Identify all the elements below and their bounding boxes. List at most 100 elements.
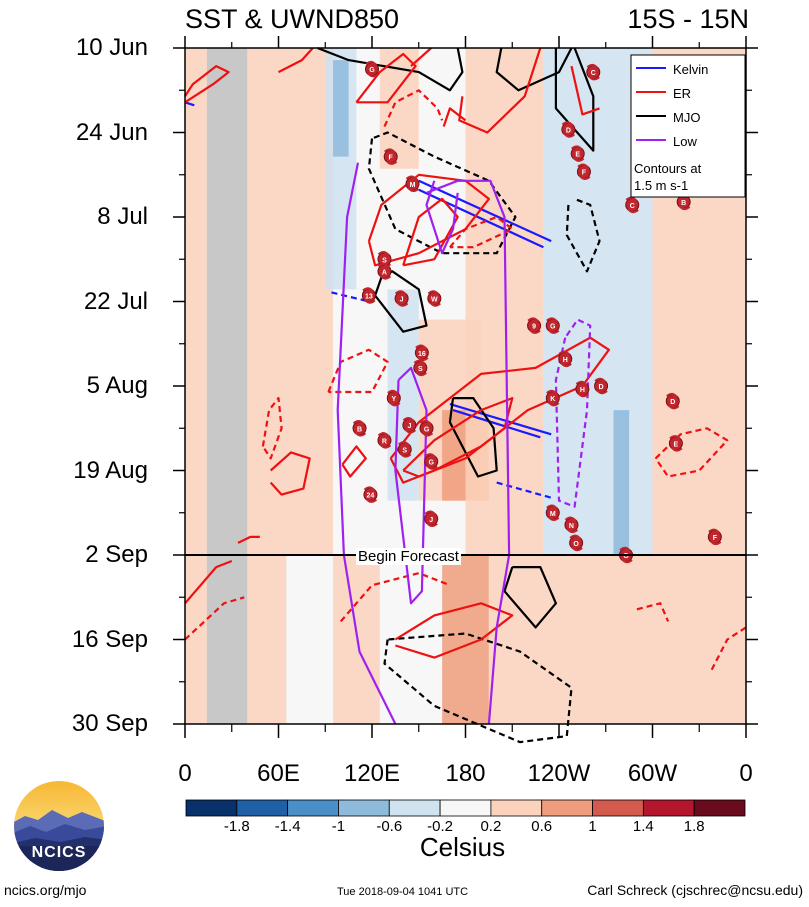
- contour-low-42: [426, 179, 511, 725]
- plot-frame: [173, 36, 758, 738]
- storm-marker-14: 9: [527, 317, 542, 334]
- colorbar-label: Celsius: [419, 832, 506, 862]
- storm-label-31: 24: [367, 493, 375, 500]
- storm-marker-33: J: [424, 510, 439, 528]
- storm-label-7: C: [630, 203, 635, 210]
- storm-label-25: R: [382, 438, 387, 445]
- storm-marker-0: G: [365, 60, 379, 78]
- storm-label-17: H: [563, 357, 568, 364]
- storm-label-33: J: [429, 517, 433, 524]
- xtick-label-4: 120W: [527, 760, 591, 787]
- storm-label-24: B: [357, 426, 362, 433]
- storm-label-11: 13: [365, 293, 373, 300]
- storm-marker-13: W: [427, 290, 442, 307]
- colorbar-box-8: [592, 799, 644, 817]
- contour-er-22: [442, 107, 467, 127]
- colorbar-box-5: [439, 799, 492, 817]
- storm-label-37: G: [623, 553, 629, 560]
- storm-label-21: H: [580, 387, 585, 394]
- ytick-label-5: 19 Aug: [73, 456, 148, 484]
- colorbar-box-7: [541, 799, 593, 817]
- colorbar-tick-8: 1.4: [632, 818, 654, 835]
- storm-label-19: Y: [391, 396, 396, 403]
- colorbar-box-9: [642, 799, 695, 817]
- storm-label-36: O: [573, 541, 579, 548]
- contour-er-30: [402, 397, 514, 478]
- storm-marker-1: C: [586, 63, 601, 81]
- colorbar-box-2: [287, 799, 339, 817]
- ytick-label-7: 16 Sep: [71, 625, 148, 653]
- storm-label-10: A: [382, 269, 387, 276]
- contour-er-25: [383, 89, 444, 127]
- xtick-label-5: 60W: [627, 760, 678, 787]
- contour-er-39: [636, 602, 670, 622]
- contour-kelvin-3: [452, 409, 541, 439]
- anomaly-band-19: [652, 555, 746, 724]
- anomaly-band-18: [566, 555, 653, 724]
- storm-marker-28: G: [419, 420, 434, 437]
- storm-marker-26: J: [402, 416, 417, 434]
- storm-label-28: G: [424, 426, 430, 433]
- colorbar-tick-6: 0.6: [531, 818, 553, 835]
- chart-title-region: 15S - 15N: [627, 4, 749, 34]
- storm-marker-34: N: [564, 516, 579, 534]
- storm-label-13: W: [431, 296, 438, 303]
- storm-label-26: J: [407, 423, 411, 430]
- colorbar-box-6: [490, 799, 543, 817]
- storm-marker-32: M: [545, 504, 560, 521]
- storm-marker-15: G: [545, 317, 560, 334]
- storm-marker-31: 24: [363, 486, 378, 503]
- contour-er-28: [261, 397, 283, 460]
- ncics-logo: NCICS: [10, 780, 108, 872]
- storm-marker-19: Y: [386, 389, 401, 407]
- contour-er-18: [355, 52, 417, 104]
- anomaly-band-4: [333, 60, 349, 157]
- contour-er-16: [184, 64, 230, 104]
- ncics-logo-graphic: [14, 781, 104, 871]
- legend-box: [630, 54, 746, 198]
- storm-marker-4: F: [383, 148, 398, 165]
- colorbar-box-3: [338, 799, 390, 817]
- footer-author: Carl Schreck (cjschrec@ncsu.edu): [587, 882, 803, 898]
- contour-mjo-7: [317, 46, 464, 92]
- forecast-label: Begin Forecast: [356, 548, 461, 565]
- storm-label-23: D: [670, 399, 675, 406]
- contour-er-36: [184, 596, 245, 641]
- xtick-label-2: 120E: [343, 760, 401, 787]
- storm-label-16: 16: [418, 351, 426, 358]
- storm-marker-22: D: [594, 377, 609, 395]
- storm-marker-25: R: [377, 432, 392, 449]
- xtick-label-3: 180: [445, 760, 486, 787]
- storm-label-30: G: [428, 459, 434, 466]
- contour-mjo-11: [565, 197, 601, 273]
- contour-er-17: [277, 47, 314, 74]
- legend-mjo: MJO: [673, 110, 701, 125]
- logo-text: NCICS: [31, 844, 87, 861]
- storm-marker-23: D: [665, 392, 680, 410]
- anomaly-band-1: [247, 48, 287, 724]
- storm-marker-17: H: [558, 350, 573, 368]
- contour-mjo-9: [554, 47, 595, 152]
- xtick-label-1: 60E: [257, 760, 300, 787]
- contour-er-20: [458, 47, 542, 134]
- storm-label-27: S: [402, 447, 407, 454]
- anomaly-band-15: [333, 555, 380, 724]
- contour-mjo-10: [367, 131, 517, 255]
- storm-label-6: M: [410, 182, 416, 189]
- ytick-label-3: 22 Jul: [83, 287, 148, 315]
- colorbar-box-1: [236, 799, 289, 817]
- storm-marker-6: M: [405, 175, 420, 193]
- contour-low-43: [425, 180, 459, 255]
- storm-marker-11: 13: [361, 287, 376, 304]
- colorbar-tick-1: -1.4: [274, 818, 301, 835]
- contour-er-40: [710, 626, 747, 671]
- contour-mjo-13: [448, 397, 498, 478]
- contour-low-44: [394, 366, 428, 605]
- contour-er-32: [341, 445, 367, 478]
- land-mask-rect: [206, 48, 248, 724]
- storm-marker-3: E: [570, 145, 585, 162]
- colorbar: [185, 799, 746, 817]
- storm-marker-7: C: [625, 196, 640, 214]
- ytick-label-8: 30 Sep: [71, 710, 148, 737]
